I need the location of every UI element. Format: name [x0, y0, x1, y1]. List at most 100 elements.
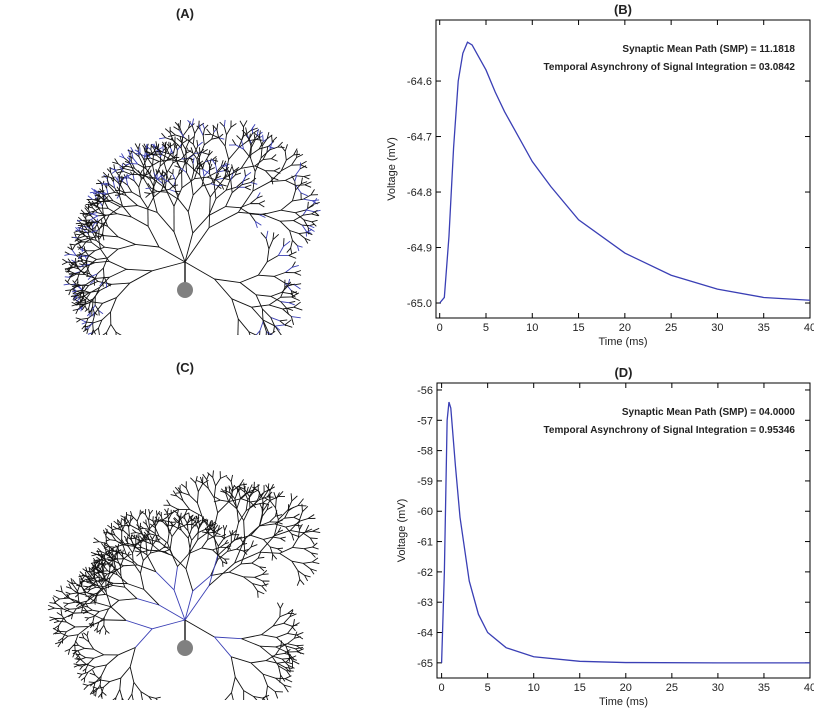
branch: [249, 350, 252, 356]
branch: [252, 558, 258, 563]
branch: [121, 576, 125, 587]
branch: [209, 212, 238, 227]
branch: [291, 240, 293, 248]
branch: [305, 185, 311, 187]
branch: [134, 682, 141, 691]
branch: [89, 303, 91, 309]
branch: [101, 625, 104, 630]
branch: [98, 180, 102, 184]
branch: [83, 684, 88, 685]
branch: [196, 483, 199, 492]
branch: [309, 224, 314, 225]
branch: [88, 667, 95, 672]
branch: [256, 295, 271, 297]
branch: [125, 164, 130, 166]
branch: [281, 335, 283, 343]
branch: [161, 189, 169, 190]
branch: [197, 140, 198, 146]
branch: [214, 279, 240, 283]
branch: [176, 493, 182, 494]
branch: [126, 195, 137, 205]
branch: [244, 521, 245, 540]
branch: [78, 651, 81, 655]
branch: [258, 591, 259, 598]
branch: [149, 529, 155, 533]
branch: [93, 622, 94, 626]
branch: [156, 698, 160, 702]
branch: [85, 299, 86, 306]
branch: [188, 212, 192, 233]
branch: [200, 129, 203, 135]
branch: [98, 328, 99, 335]
branch: [122, 336, 127, 337]
branch: [107, 340, 109, 345]
branch: [261, 352, 264, 360]
branch: [81, 318, 88, 319]
branch: [122, 705, 124, 710]
branch: [243, 345, 244, 353]
branch: [218, 502, 229, 513]
branch: [275, 325, 285, 326]
branch: [245, 185, 251, 187]
branch: [70, 593, 77, 594]
branch: [224, 535, 231, 538]
branch: [207, 129, 211, 134]
branch: [78, 217, 82, 220]
branch: [116, 339, 119, 343]
branch: [185, 233, 193, 262]
y-tick-label: -62: [417, 567, 433, 579]
branch: [137, 552, 141, 556]
branch: [70, 644, 75, 649]
y-tick-label: -64: [417, 628, 433, 640]
branch: [232, 299, 239, 319]
branch: [235, 677, 243, 690]
branch: [290, 530, 302, 532]
branch: [289, 252, 297, 256]
branch: [203, 474, 207, 479]
branch: [302, 504, 303, 512]
branch: [185, 586, 209, 620]
branch: [111, 283, 129, 284]
branch: [126, 704, 131, 707]
branch: [150, 551, 158, 553]
branch: [77, 673, 82, 674]
branch: [253, 182, 271, 191]
branch: [101, 332, 107, 336]
branch: [112, 529, 117, 530]
branch: [193, 134, 194, 145]
branch: [287, 633, 296, 635]
branch: [221, 353, 228, 355]
branch: [132, 704, 134, 710]
branch: [280, 553, 292, 561]
branch: [159, 605, 185, 620]
branch: [140, 153, 144, 159]
branch: [265, 171, 271, 178]
branch: [149, 520, 150, 528]
branch: [308, 515, 314, 519]
branch: [125, 587, 137, 598]
branch: [226, 487, 227, 494]
branch: [98, 215, 109, 216]
branch: [285, 320, 291, 325]
branch: [205, 125, 209, 129]
branch: [277, 549, 282, 552]
branch: [62, 262, 67, 264]
branch: [269, 240, 273, 249]
y-tick-label: -65: [417, 658, 433, 670]
branch: [113, 585, 125, 587]
branch: [96, 603, 111, 607]
x-tick-label: 30: [712, 682, 724, 694]
branch: [121, 667, 130, 678]
branch: [103, 268, 104, 276]
branch: [87, 631, 88, 636]
branch: [260, 552, 280, 553]
branch: [289, 303, 295, 305]
branch: [251, 535, 264, 539]
branch: [261, 150, 270, 158]
branch: [233, 705, 235, 710]
branch: [144, 193, 150, 194]
branch: [309, 226, 314, 228]
branch: [266, 344, 273, 347]
branch: [95, 305, 99, 311]
branch: [83, 215, 86, 219]
